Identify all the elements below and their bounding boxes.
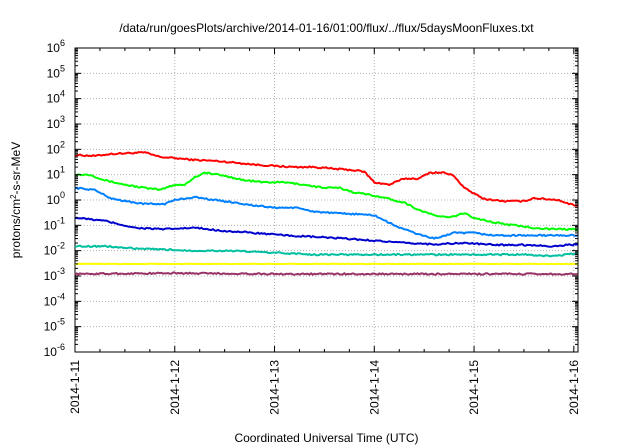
y-tick-label: 106 (47, 38, 65, 55)
series-line-7 (74, 271, 578, 276)
series-line-5 (74, 244, 579, 258)
x-axis-label: Coordinated Universal Time (UTC) (234, 431, 418, 445)
y-axis-label: protons/cm2-s-sr-MeV (9, 142, 24, 258)
y-tick-label: 10-1 (44, 215, 65, 232)
y-tick-label: 100 (47, 190, 65, 207)
x-tick-label: 2014-1-14 (367, 360, 381, 415)
series-line-3 (74, 186, 579, 240)
y-tick-label: 101 (47, 165, 65, 182)
y-axis-label-sup: 2 (9, 194, 18, 199)
series-line-2 (74, 171, 579, 231)
y-tick-label: 10-3 (44, 266, 65, 283)
y-axis-label-prefix: protons/cm (9, 199, 23, 258)
chart-title: /data/run/goesPlots/archive/2014-01-16/0… (119, 21, 534, 35)
x-tick-label: 2014-1-16 (567, 360, 581, 415)
y-tick-label: 10-2 (44, 241, 65, 258)
series-line-4 (74, 216, 579, 248)
series-layer (74, 151, 579, 276)
y-tick-label: 104 (47, 89, 65, 106)
y-tick-label: 10-5 (44, 317, 65, 334)
y-tick-label: 105 (47, 63, 65, 80)
y-tick-label: 103 (47, 114, 65, 131)
y-tick-label: 10-6 (44, 342, 65, 359)
y-axis-label-suffix: -s-sr-MeV (9, 142, 23, 195)
x-tick-label: 2014-1-11 (68, 360, 82, 414)
y-tick-label: 102 (47, 139, 65, 156)
x-tick-label: 2014-1-15 (467, 360, 481, 415)
x-tick-label: 2014-1-12 (168, 360, 182, 415)
y-tick-label: 10-4 (44, 291, 65, 308)
axes: 10-6 10-5 10-4 10-3 10-2 10-1 100 101 102 103 104 1… (44, 38, 581, 415)
series-line-1 (74, 151, 578, 207)
x-tick-label: 2014-1-13 (268, 360, 282, 415)
